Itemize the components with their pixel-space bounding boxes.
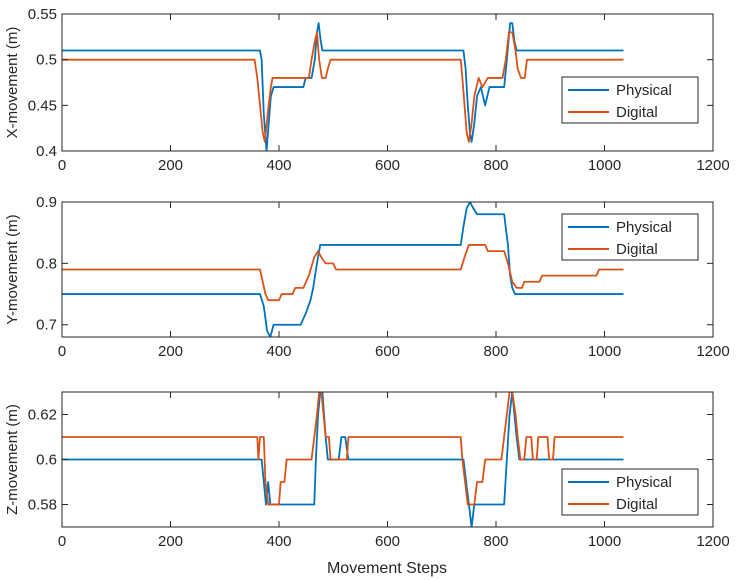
y-tick-label: 0.58 bbox=[28, 497, 57, 514]
legend-label-digital: Digital bbox=[616, 496, 658, 513]
chart-area: 0 200 400 600 800 1000 1200 0.4 0.45 0.5 0.55 X-mov… bbox=[4, 6, 730, 550]
legend: Physical Digital bbox=[561, 213, 699, 261]
y-axis-label: Y-movement (m) bbox=[4, 214, 21, 324]
x-tick-label: 1000 bbox=[588, 533, 621, 550]
legend: Physical Digital bbox=[561, 468, 699, 516]
series-line-physical bbox=[62, 392, 624, 527]
x-tick-label: 0 bbox=[58, 533, 66, 550]
legend-label-digital: Digital bbox=[616, 241, 658, 258]
x-tick-label: 600 bbox=[375, 533, 400, 550]
x-tick-label: 200 bbox=[158, 157, 183, 174]
x-tick-label: 600 bbox=[375, 343, 400, 360]
series-line-digital bbox=[62, 244, 624, 302]
y-tick-label: 0.8 bbox=[36, 255, 57, 272]
x-axis-label: Movement Steps bbox=[327, 560, 447, 577]
legend-label-digital: Digital bbox=[616, 104, 658, 121]
x-tick-label: 400 bbox=[266, 157, 291, 174]
legend-box bbox=[561, 468, 699, 516]
x-tick-label: 200 bbox=[158, 533, 183, 550]
y-axis-label: Z-movement (m) bbox=[4, 404, 21, 515]
x-tick-label: 1000 bbox=[588, 157, 621, 174]
series-line-digital bbox=[62, 31, 624, 143]
legend-box bbox=[561, 213, 699, 261]
subplot-1: 0 200 400 600 800 1000 1200 0.4 0.45 0.5 0.55 X-mov… bbox=[4, 6, 730, 174]
x-tick-label: 0 bbox=[58, 157, 66, 174]
x-tick-label: 800 bbox=[483, 157, 508, 174]
y-tick-label: 0.62 bbox=[28, 407, 57, 424]
x-tick-label: 800 bbox=[483, 533, 508, 550]
subplot-3: 0 200 400 600 800 1000 1200 0.58 0.6 0.62 Z-moveme… bbox=[4, 391, 730, 550]
y-tick-label: 0.5 bbox=[36, 52, 57, 69]
y-tick-label: 0.55 bbox=[28, 6, 57, 23]
y-tick-label: 0.4 bbox=[36, 143, 57, 160]
x-tick-label: 800 bbox=[483, 343, 508, 360]
x-tick-label: 600 bbox=[375, 157, 400, 174]
legend-label-physical: Physical bbox=[616, 82, 672, 99]
y-tick-label: 0.9 bbox=[36, 194, 57, 211]
x-tick-label: 1000 bbox=[588, 343, 621, 360]
legend-box bbox=[561, 76, 699, 124]
subplot-2: 0 200 400 600 800 1000 1200 0.7 0.8 0.9 Y-movement… bbox=[4, 194, 730, 360]
x-tick-label: 400 bbox=[266, 343, 291, 360]
legend: Physical Digital bbox=[561, 76, 699, 124]
x-tick-label: 1200 bbox=[696, 533, 729, 550]
series-line-physical bbox=[62, 22, 624, 151]
x-tick-label: 1200 bbox=[696, 343, 729, 360]
y-tick-label: 0.6 bbox=[36, 452, 57, 469]
x-tick-label: 1200 bbox=[696, 157, 729, 174]
y-tick-label: 0.45 bbox=[28, 97, 57, 114]
x-tick-label: 0 bbox=[58, 343, 66, 360]
legend-label-physical: Physical bbox=[616, 219, 672, 236]
series-line-digital bbox=[62, 392, 624, 506]
series-line-physical bbox=[62, 202, 624, 337]
x-tick-label: 200 bbox=[158, 343, 183, 360]
legend-label-physical: Physical bbox=[616, 474, 672, 491]
x-tick-label: 400 bbox=[266, 533, 291, 550]
y-tick-label: 0.7 bbox=[36, 317, 57, 334]
y-axis-label: X-movement (m) bbox=[4, 27, 21, 139]
